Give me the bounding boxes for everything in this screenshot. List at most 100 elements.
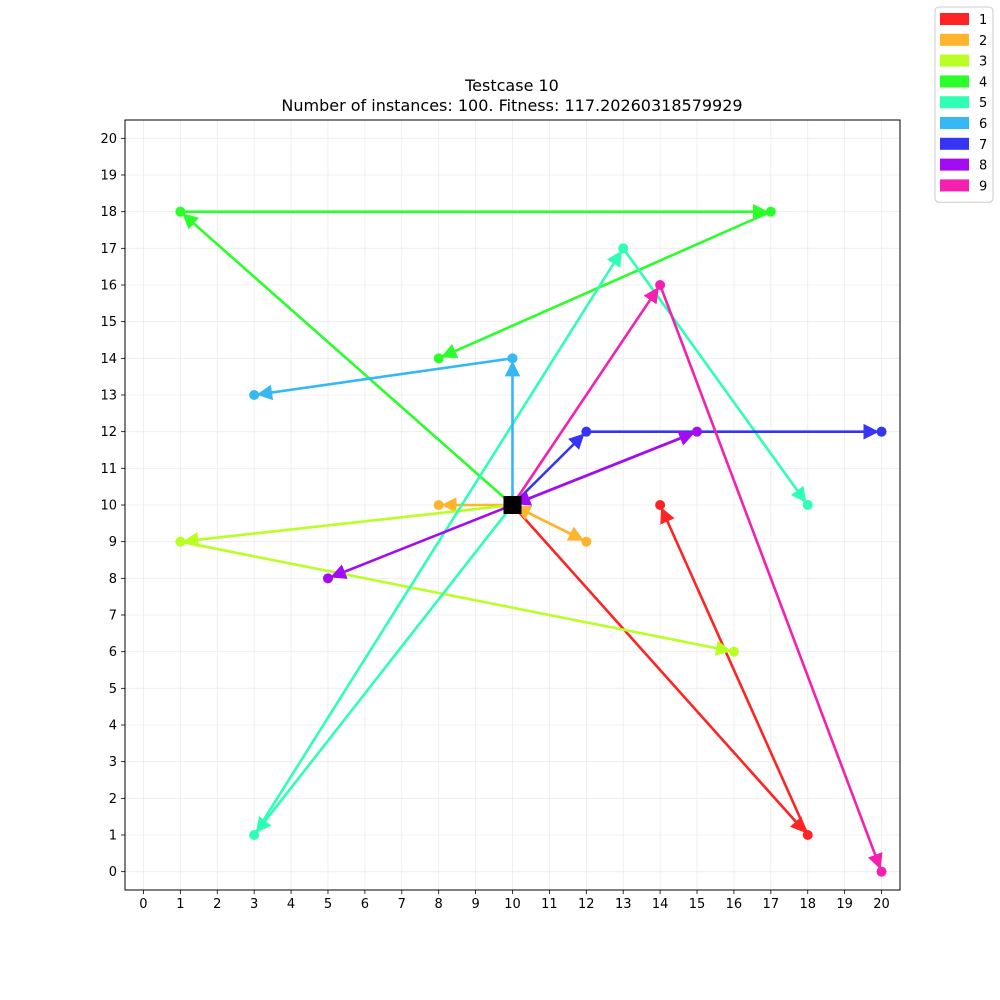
y-tick-label: 1 [109,829,117,844]
x-tick-label: 1 [176,897,184,912]
y-tick-label: 4 [109,719,117,734]
x-tick-label: 15 [689,897,706,912]
y-tick-label: 7 [109,609,117,624]
customer-point [581,536,592,547]
x-tick-label: 17 [763,897,780,912]
legend-swatch [940,117,969,129]
route-arrow [511,287,659,506]
depot-marker [503,496,522,514]
y-tick-label: 14 [100,352,117,367]
legend-label: 7 [979,138,987,153]
route-arrow [255,504,514,834]
grid [125,120,900,890]
customer-point [175,206,186,217]
chart-subtitle: Number of instances: 100. Fitness: 117.2… [281,96,742,115]
y-tick-label: 20 [100,132,117,147]
customer-point [433,353,444,364]
x-tick-label: 14 [652,897,669,912]
legend-swatch [940,33,969,46]
legend-label: 6 [979,117,987,132]
customer-point [728,646,739,657]
x-tick-label: 6 [361,897,369,912]
y-tick-label: 11 [100,462,117,477]
x-tick-label: 8 [435,897,443,912]
customer-point [765,206,776,217]
legend-label: 5 [979,96,987,111]
x-tick-label: 2 [213,897,221,912]
route-arrow [514,430,698,506]
x-tick-label: 11 [541,897,558,912]
route-arrow [253,250,623,836]
route-arrow [660,507,809,836]
route-arrow [658,284,883,870]
legend-label: 8 [979,159,987,174]
legend-swatch [940,179,969,192]
x-tick-label: 18 [799,897,816,912]
legend-swatch [940,13,969,25]
x-tick-label: 9 [471,897,479,912]
y-tick-label: 17 [100,242,117,257]
customer-point [655,500,666,510]
route-arrow [182,213,514,506]
y-tick-label: 0 [109,865,117,880]
route-arrow [511,504,807,834]
y-tick-label: 10 [100,499,117,514]
legend-label: 9 [979,179,987,194]
y-tick-label: 3 [109,755,117,770]
route-9 [511,284,883,870]
x-tick-label: 13 [615,897,632,912]
customer-point [433,500,444,510]
route-8 [330,430,698,579]
route-4 [180,203,772,506]
y-tick-label: 13 [100,389,117,404]
customer-point [175,536,186,547]
y-tick-label: 2 [109,792,117,807]
axes: 0 1 2 3 4 5 6 7 8 9 10 11 12 13 14 15 16 17 18 19 2001234567… [100,119,901,912]
y-tick-label: 12 [100,425,117,440]
route-1 [511,504,809,836]
y-tick-label: 5 [109,682,117,697]
points [175,206,887,877]
customer-point [692,426,703,437]
legend-label: 4 [979,75,987,90]
legend-swatch [940,158,969,171]
x-tick-label: 16 [726,897,743,912]
x-tick-label: 3 [250,897,258,912]
customer-point [249,830,260,840]
y-tick-label: 16 [100,279,117,294]
customer-point [322,573,333,584]
customer-point [507,353,518,364]
x-tick-label: 0 [139,897,147,912]
y-tick-label: 18 [100,205,117,220]
route-arrow [330,503,513,579]
x-tick-label: 4 [287,897,295,912]
legend: 1 2 3 4 5 6 7 8 9 [934,6,994,203]
route-6 [256,357,521,505]
x-tick-label: 10 [504,897,521,912]
routes [180,203,883,870]
y-tick-label: 19 [100,169,117,184]
y-tick-label: 8 [109,572,117,587]
legend-label: 1 [979,13,987,28]
legend-swatch [940,96,969,109]
route-arrow [256,357,513,401]
x-tick-label: 19 [836,897,853,912]
legend-swatch [940,137,969,150]
x-tick-label: 12 [578,897,595,912]
legend-swatch [940,54,969,67]
customer-point [802,830,813,840]
x-tick-label: 7 [398,897,406,912]
customer-point [876,426,887,437]
customer-point [249,390,260,400]
chart-title: Testcase 10 [464,76,559,95]
legend-swatch [940,75,969,88]
x-tick-label: 5 [324,897,332,912]
y-tick-label: 15 [100,315,117,330]
y-tick-label: 6 [109,645,117,660]
legend-label: 2 [979,34,987,49]
legend-label: 3 [979,55,987,70]
customer-point [581,426,592,437]
route-arrow [514,505,587,543]
